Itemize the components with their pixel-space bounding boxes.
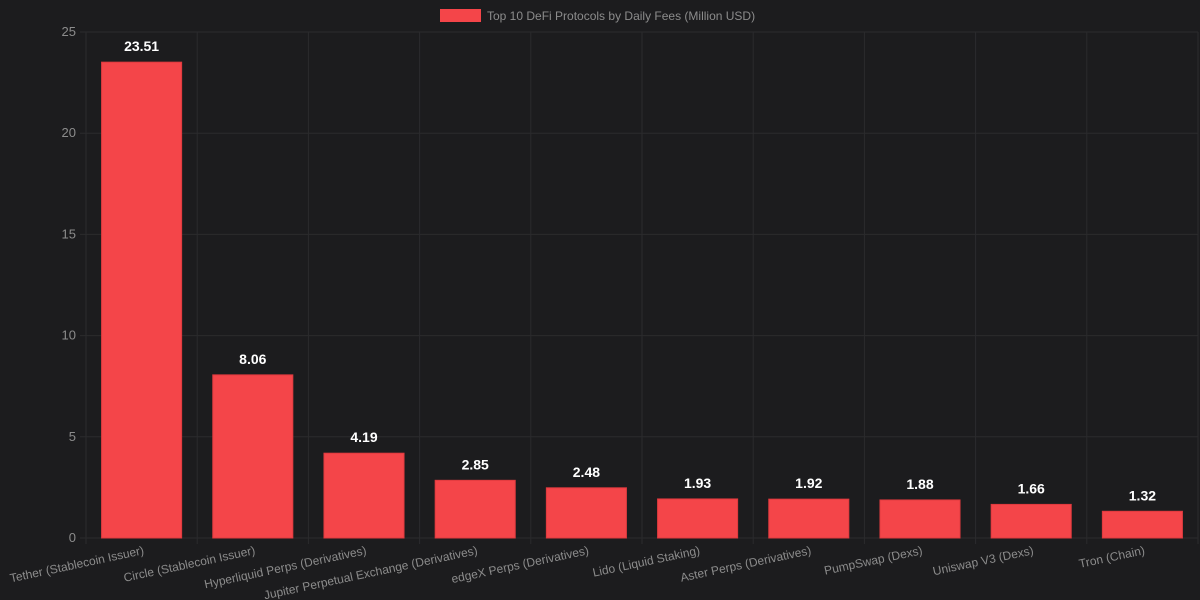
data-label: 8.06 bbox=[239, 351, 266, 367]
bar[interactable] bbox=[323, 452, 405, 539]
data-label: 2.48 bbox=[573, 464, 600, 480]
bar[interactable] bbox=[990, 503, 1072, 539]
bar[interactable] bbox=[545, 487, 627, 539]
data-label: 4.19 bbox=[350, 429, 377, 445]
bars bbox=[101, 61, 1183, 539]
data-label: 1.93 bbox=[684, 475, 711, 491]
data-labels: 23.51 8.06 4.19 2.85 2.48 1.93 1.92 1.88 1.66 1.3… bbox=[124, 38, 1156, 503]
y-tick-label: 5 bbox=[69, 429, 76, 444]
bar[interactable] bbox=[879, 499, 961, 539]
data-label: 1.32 bbox=[1129, 487, 1156, 503]
y-tick-label: 0 bbox=[69, 530, 76, 545]
bar[interactable] bbox=[434, 479, 516, 539]
y-tick-label: 10 bbox=[62, 328, 76, 343]
legend[interactable]: Top 10 DeFi Protocols by Daily Fees (Mil… bbox=[440, 9, 755, 23]
data-label: 1.66 bbox=[1018, 480, 1045, 496]
y-axis: 0 5 10 15 20 25 bbox=[62, 24, 76, 545]
bar[interactable] bbox=[768, 498, 850, 539]
data-label: 23.51 bbox=[124, 38, 159, 54]
data-label: 1.92 bbox=[795, 475, 822, 491]
y-tick-label: 15 bbox=[62, 226, 76, 241]
legend-label[interactable]: Top 10 DeFi Protocols by Daily Fees (Mil… bbox=[487, 9, 755, 23]
y-tick-label: 25 bbox=[62, 24, 76, 39]
data-label: 1.88 bbox=[906, 476, 933, 492]
grid-lines bbox=[80, 31, 1199, 544]
bar[interactable] bbox=[1101, 510, 1183, 539]
y-tick-label: 20 bbox=[62, 125, 76, 140]
x-tick-label: Tron (Chain) bbox=[1078, 543, 1146, 571]
bar[interactable] bbox=[212, 374, 294, 539]
x-tick-label: PumpSwap (Dexs) bbox=[823, 543, 924, 577]
bar[interactable] bbox=[101, 61, 183, 539]
x-tick-label: Uniswap V3 (Dexs) bbox=[931, 543, 1034, 578]
legend-swatch[interactable] bbox=[440, 9, 481, 22]
data-label: 2.85 bbox=[462, 456, 489, 472]
bar[interactable] bbox=[657, 498, 739, 539]
x-axis: Tether (Stablecoin Issuer)Circle (Stable… bbox=[9, 543, 1146, 600]
